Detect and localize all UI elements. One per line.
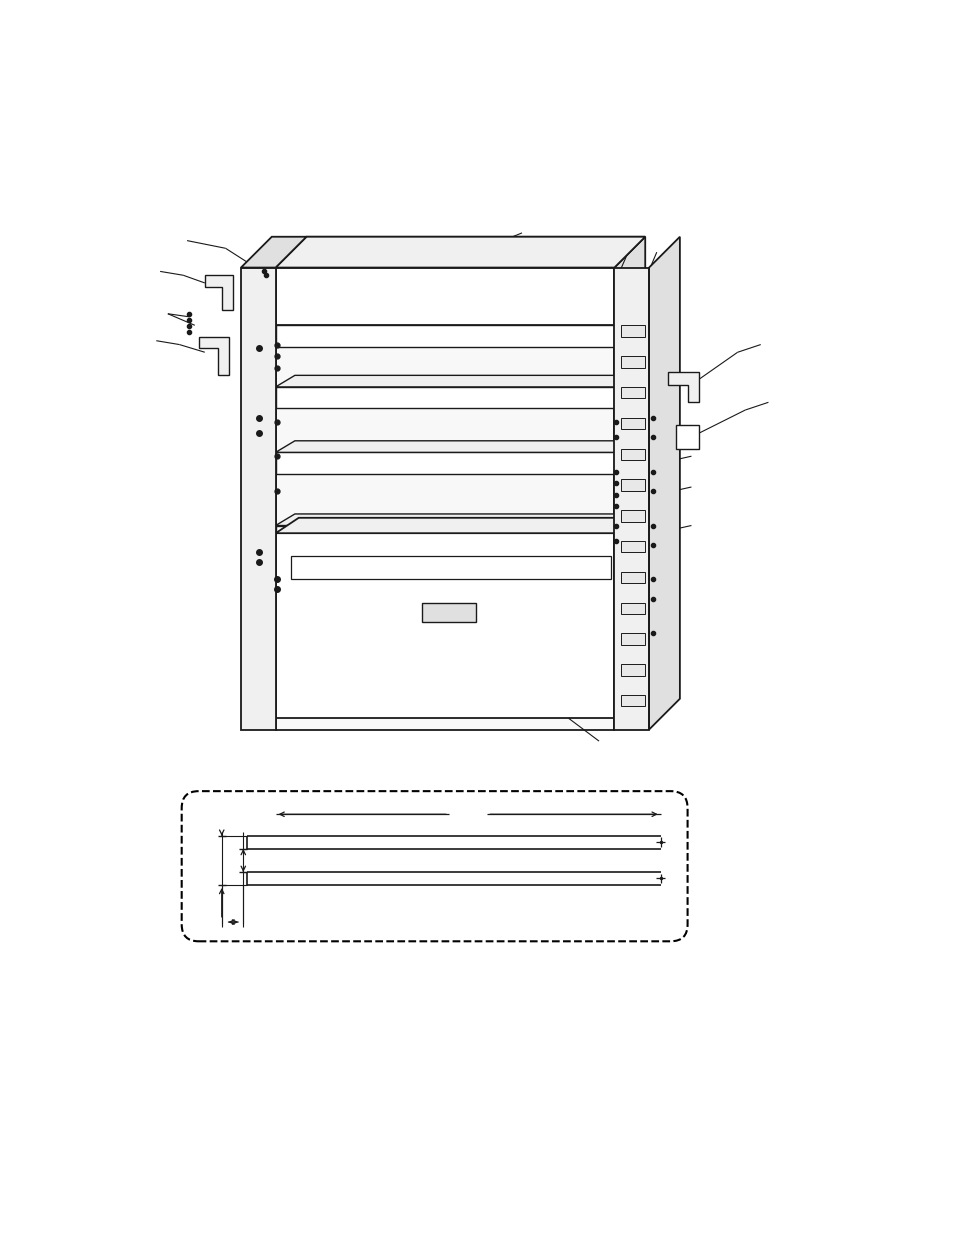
Polygon shape xyxy=(620,510,644,521)
Polygon shape xyxy=(275,526,614,547)
Polygon shape xyxy=(620,417,644,430)
Polygon shape xyxy=(275,514,633,526)
FancyBboxPatch shape xyxy=(181,792,687,941)
Polygon shape xyxy=(275,237,644,268)
Polygon shape xyxy=(620,325,644,337)
Polygon shape xyxy=(620,603,644,614)
Polygon shape xyxy=(275,237,644,268)
Polygon shape xyxy=(275,268,614,730)
Polygon shape xyxy=(620,695,644,706)
Polygon shape xyxy=(198,337,229,375)
Polygon shape xyxy=(620,479,644,490)
Polygon shape xyxy=(614,268,648,730)
Polygon shape xyxy=(676,425,699,448)
Polygon shape xyxy=(241,268,275,730)
Polygon shape xyxy=(275,441,633,452)
Polygon shape xyxy=(620,664,644,676)
Polygon shape xyxy=(620,387,644,399)
Polygon shape xyxy=(620,448,644,461)
Polygon shape xyxy=(620,572,644,583)
Polygon shape xyxy=(205,275,233,310)
Polygon shape xyxy=(275,268,614,325)
Polygon shape xyxy=(291,556,610,579)
Polygon shape xyxy=(620,541,644,552)
Polygon shape xyxy=(275,314,633,325)
Polygon shape xyxy=(241,237,306,268)
Polygon shape xyxy=(668,372,699,403)
Polygon shape xyxy=(421,603,476,621)
Polygon shape xyxy=(620,356,644,368)
Polygon shape xyxy=(275,387,614,409)
Polygon shape xyxy=(275,534,614,718)
Polygon shape xyxy=(275,452,614,474)
Polygon shape xyxy=(648,237,679,730)
Polygon shape xyxy=(275,325,614,347)
Polygon shape xyxy=(614,237,644,730)
Polygon shape xyxy=(275,517,637,534)
Polygon shape xyxy=(620,634,644,645)
Polygon shape xyxy=(275,375,633,387)
